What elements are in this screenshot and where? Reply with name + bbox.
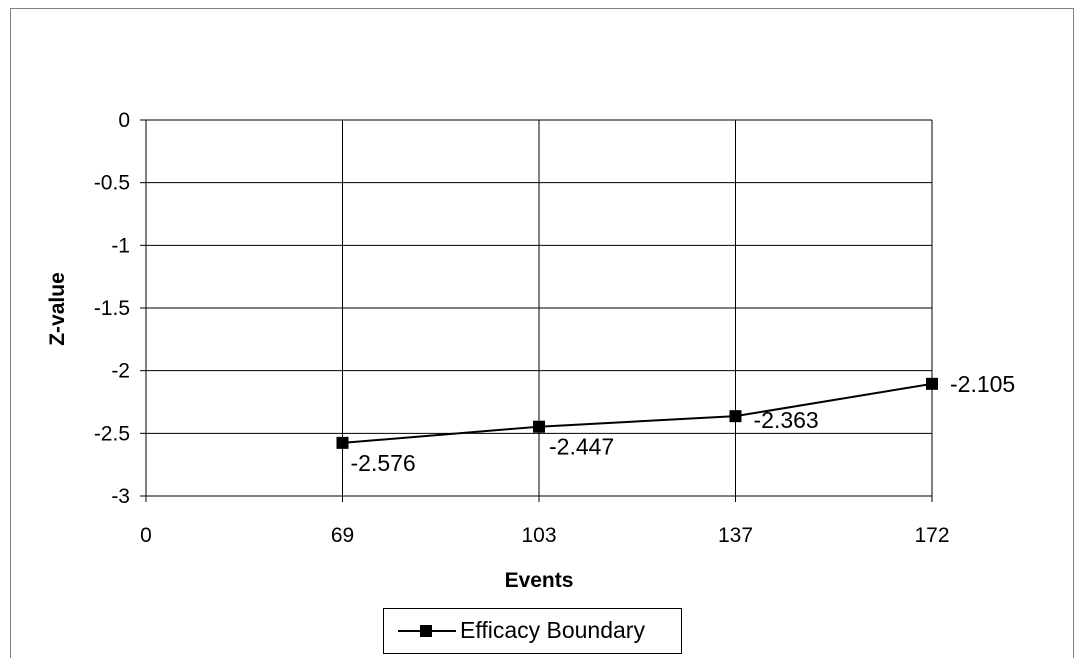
- x-tick-label: 0: [140, 524, 152, 547]
- data-point-marker: [336, 436, 349, 449]
- x-tick-label: 69: [331, 524, 354, 547]
- data-point-marker: [729, 410, 742, 423]
- data-label: -2.363: [754, 407, 819, 433]
- data-label: -2.105: [950, 371, 1015, 397]
- y-axis-title: Z-value: [46, 272, 69, 346]
- y-tick-labels: 0 -0.5 -1 -1.5 -2 -2.5 -3: [94, 109, 130, 508]
- grid-lines: [146, 119, 933, 497]
- legend-marker-swatch: [420, 625, 432, 637]
- x-tick-label: 172: [914, 524, 949, 547]
- data-label: -2.447: [549, 434, 614, 460]
- x-tick-label: 137: [718, 524, 753, 547]
- legend: Efficacy Boundary: [383, 608, 682, 654]
- y-tick-label: 0: [118, 109, 130, 132]
- series-layer: [336, 377, 938, 449]
- series-line: [342, 382, 933, 444]
- y-tick-label: -1.5: [94, 297, 130, 320]
- x-axis-title: Events: [505, 569, 574, 592]
- y-tick-label: -3: [111, 485, 130, 508]
- data-point-marker: [926, 377, 938, 390]
- data-point-marker: [533, 420, 545, 433]
- y-tick-label: -2: [111, 360, 130, 383]
- axes: [140, 119, 933, 502]
- legend-label: Efficacy Boundary: [460, 617, 645, 643]
- y-tick-label: -2.5: [94, 422, 130, 445]
- chart-frame: [10, 8, 1074, 658]
- data-labels: -2.576 -2.447 -2.363 -2.105: [351, 371, 1016, 476]
- x-tick-label: 103: [521, 524, 556, 547]
- data-label: -2.576: [351, 450, 416, 476]
- x-tick-labels: 0 69 103 137 172: [140, 524, 949, 547]
- y-tick-label: -0.5: [94, 172, 130, 195]
- y-tick-label: -1: [111, 234, 130, 257]
